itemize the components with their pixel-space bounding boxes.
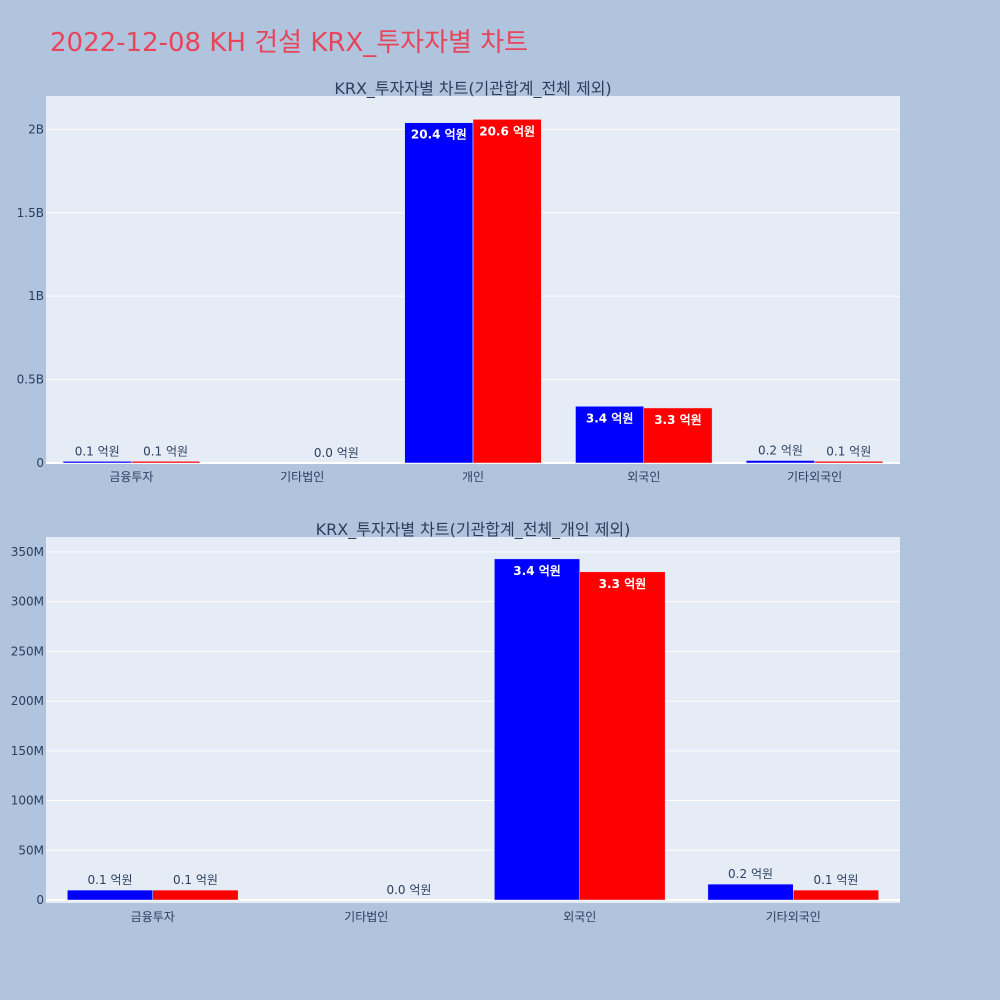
data-label: 0.0 억원 bbox=[314, 446, 359, 460]
data-label: 0.0 억원 bbox=[386, 883, 431, 897]
bar-sell bbox=[152, 889, 239, 901]
y-tick-label: 150M bbox=[11, 744, 44, 758]
y-tick-label: 2B bbox=[28, 122, 44, 136]
bar-buy bbox=[404, 122, 474, 464]
bar-sell bbox=[472, 119, 542, 464]
page-title: 2022-12-08 KH 건설 KRX_투자자별 차트 bbox=[50, 28, 529, 58]
data-label: 3.4 억원 bbox=[513, 564, 561, 578]
y-tick-label: 350M bbox=[11, 545, 44, 559]
chart-investor-all: KRX_투자자별 차트(기관합계_전체 제외) 0 0.5B 1B 1.5B 2B 금융투자… bbox=[17, 79, 900, 484]
data-label: 3.4 억원 bbox=[586, 411, 634, 425]
data-label: 0.2 억원 bbox=[728, 867, 773, 881]
x-tick-label: 기타법인 bbox=[344, 910, 388, 924]
y-tick-label: 300M bbox=[11, 595, 44, 609]
data-label: 0.1 억원 bbox=[813, 873, 858, 887]
x-tick-label: 기타외국인 bbox=[766, 910, 821, 924]
bar-sell bbox=[793, 889, 879, 901]
bar-buy bbox=[494, 558, 581, 901]
plot-area bbox=[46, 537, 900, 903]
bar-sell bbox=[643, 407, 713, 464]
y-tick-label: 0 bbox=[36, 456, 44, 470]
bar-sell bbox=[814, 461, 884, 464]
x-tick-label: 기타외국인 bbox=[787, 470, 842, 484]
data-label: 20.4 억원 bbox=[411, 128, 467, 142]
data-label: 0.1 억원 bbox=[88, 873, 133, 887]
bar-buy bbox=[707, 883, 794, 901]
x-tick-label: 개인 bbox=[462, 470, 484, 484]
data-label: 0.1 억원 bbox=[173, 873, 218, 887]
bar-sell bbox=[579, 571, 666, 901]
y-tick-label: 250M bbox=[11, 644, 44, 658]
x-tick-label: 외국인 bbox=[627, 470, 660, 484]
y-tick-label: 0 bbox=[36, 893, 44, 907]
x-tick-label: 금융투자 bbox=[109, 470, 153, 484]
x-tick-label: 외국인 bbox=[563, 910, 596, 924]
data-label: 0.2 억원 bbox=[758, 443, 803, 457]
data-label: 0.1 억원 bbox=[143, 444, 188, 458]
y-tick-label: 100M bbox=[11, 794, 44, 808]
chart-title: KRX_투자자별 차트(기관합계_전체_개인 제외) bbox=[316, 520, 631, 540]
bar-buy bbox=[62, 461, 132, 464]
y-tick-label: 1B bbox=[28, 289, 44, 303]
x-tick-label: 기타법인 bbox=[280, 470, 324, 484]
data-label: 0.1 억원 bbox=[826, 444, 871, 458]
chart-investor-excl-individual: KRX_투자자별 차트(기관합계_전체_개인 제외) 0 50M 100M 150M 20… bbox=[11, 520, 900, 924]
y-tick-label: 0.5B bbox=[17, 373, 44, 387]
y-tick-label: 50M bbox=[18, 843, 44, 857]
y-tick-label: 1.5B bbox=[17, 206, 44, 220]
bar-buy bbox=[67, 889, 153, 901]
bar-sell bbox=[131, 461, 200, 464]
data-label: 3.3 억원 bbox=[654, 413, 702, 427]
data-label: 0.1 억원 bbox=[75, 444, 120, 458]
y-tick-label: 200M bbox=[11, 694, 44, 708]
bar-buy bbox=[746, 460, 815, 464]
chart-title: KRX_투자자별 차트(기관합계_전체 제외) bbox=[334, 79, 611, 99]
data-label: 20.6 억원 bbox=[479, 124, 535, 138]
data-label: 3.3 억원 bbox=[599, 577, 647, 591]
bar-buy bbox=[575, 406, 645, 464]
x-tick-label: 금융투자 bbox=[131, 910, 175, 924]
